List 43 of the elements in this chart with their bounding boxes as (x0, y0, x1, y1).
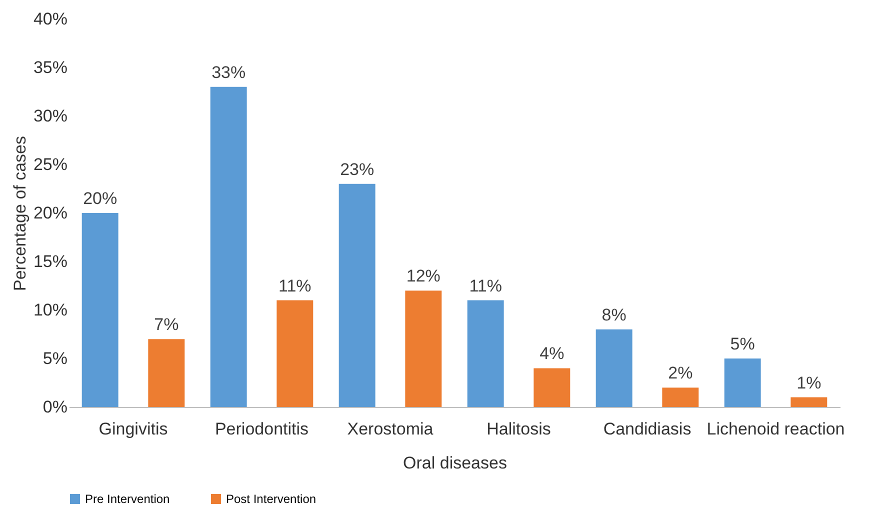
x-axis-title: Oral diseases (403, 454, 507, 472)
x-tick-label: Xerostomia (347, 420, 434, 438)
bar (276, 300, 314, 407)
bar (596, 329, 632, 407)
bar (338, 184, 376, 407)
data-label: 8% (602, 305, 626, 324)
y-tick-label: 10% (33, 300, 68, 320)
bar (724, 358, 761, 407)
x-tick-label: Lichenoid reaction (706, 420, 845, 438)
data-label: 2% (668, 364, 693, 383)
data-label: 12% (406, 266, 440, 286)
x-tick-label: Periodontitis (214, 420, 309, 438)
y-axis-title: Percentage of cases (10, 136, 30, 291)
y-tick-label: 0% (42, 398, 68, 416)
data-label: 4% (540, 344, 564, 364)
bar (662, 388, 699, 407)
data-label: 7% (154, 315, 179, 334)
data-label: 1% (796, 373, 822, 392)
bar (790, 397, 828, 407)
x-tick-label: Gingivitis (98, 420, 168, 438)
y-tick-label: 40% (33, 10, 68, 28)
y-tick-label: 35% (33, 58, 68, 77)
x-tick-label: Halitosis (486, 420, 551, 438)
bar (467, 300, 504, 407)
y-tick-label: 25% (33, 155, 68, 174)
y-tick-label: 30% (33, 106, 68, 126)
bar (82, 213, 118, 407)
bar (405, 290, 442, 407)
legend-label: Post Intervention (226, 492, 316, 506)
data-label: 23% (340, 160, 374, 179)
y-tick-label: 20% (33, 204, 68, 222)
legend-label: Pre Intervention (85, 492, 170, 506)
bar (534, 368, 570, 407)
data-label: 11% (278, 276, 312, 296)
bar (210, 86, 247, 407)
data-label: 33% (212, 62, 246, 82)
y-tick-label: 15% (33, 252, 68, 271)
bar (148, 339, 185, 407)
data-label: 5% (730, 334, 755, 354)
y-tick-label: 5% (42, 349, 68, 368)
data-label: 11% (469, 276, 502, 296)
data-label: 20% (83, 189, 118, 208)
x-tick-label: Candidiasis (603, 420, 692, 438)
